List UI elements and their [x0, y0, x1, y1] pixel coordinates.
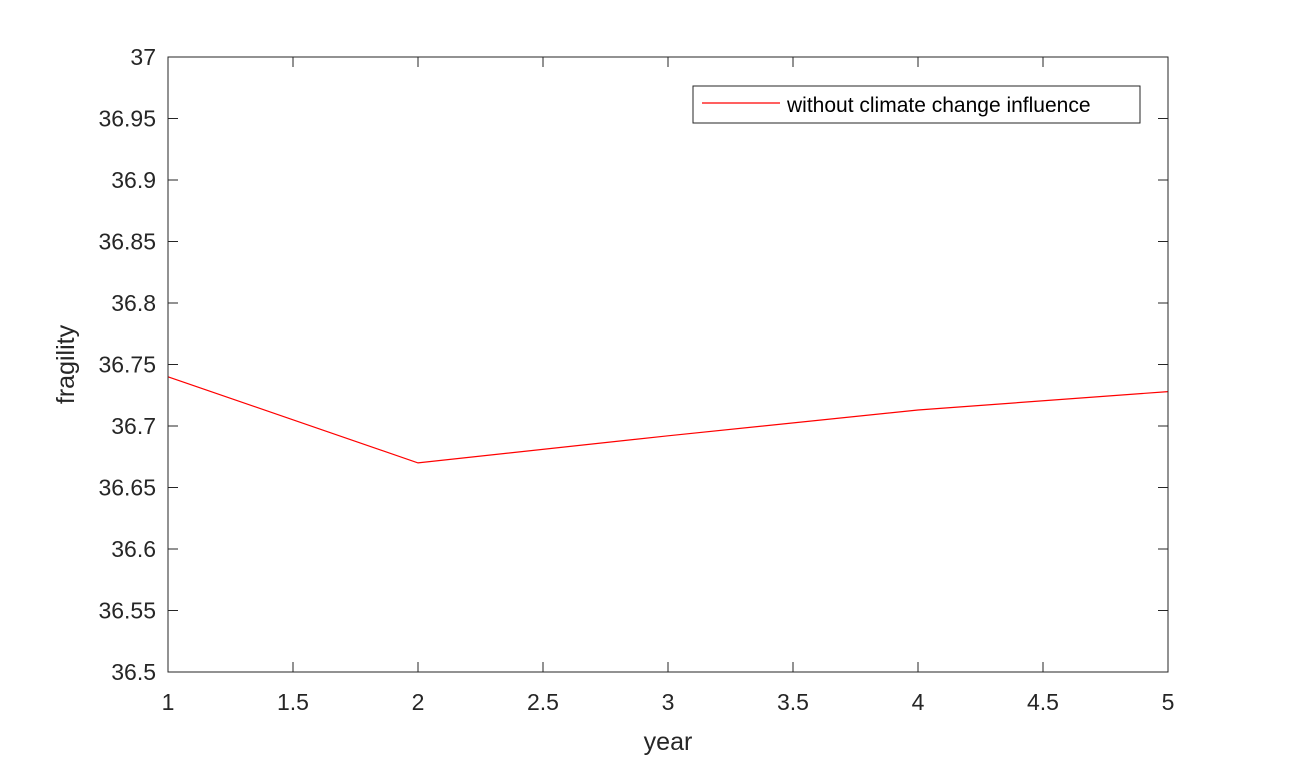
- y-tick-label: 36.95: [98, 106, 156, 132]
- x-tick-label: 3.5: [777, 689, 809, 715]
- x-tick-label: 5: [1162, 689, 1175, 715]
- plot-frame: [167, 56, 1169, 673]
- x-tick-label: 2: [412, 689, 425, 715]
- legend: without climate change influence: [692, 85, 1141, 124]
- x-tick-label: 1.5: [277, 689, 309, 715]
- x-tick-label: 4.5: [1027, 689, 1059, 715]
- y-tick-marks: [168, 56, 1168, 673]
- y-tick-label: 36.65: [98, 475, 156, 501]
- legend-entry-label: without climate change influence: [786, 94, 1091, 117]
- x-tick-label: 2.5: [527, 689, 559, 715]
- y-tick-label: 36.85: [98, 229, 156, 255]
- y-tick-label: 36.8: [111, 290, 156, 316]
- y-tick-label: 37: [130, 44, 156, 70]
- y-tick-label: 36.9: [111, 167, 156, 193]
- y-tick-label: 36.5: [111, 659, 156, 685]
- series-line: [167, 376, 1169, 464]
- y-tick-label: 36.75: [98, 352, 156, 378]
- y-axis-label: fragility: [52, 324, 80, 404]
- y-tick-label: 36.7: [111, 413, 156, 439]
- x-tick-label: 1: [162, 689, 175, 715]
- x-axis-label: year: [644, 728, 693, 756]
- y-tick-labels: 36.5 36.55 36.6 36.65 36.7 36.75 36.8 36.85 36.9…: [98, 44, 156, 685]
- x-tick-marks: [167, 57, 1169, 672]
- x-tick-labels: 1 1.5 2 2.5 3 3.5 4 4.5 5: [162, 689, 1175, 715]
- x-tick-label: 3: [662, 689, 675, 715]
- y-tick-label: 36.6: [111, 536, 156, 562]
- legend-box: [692, 85, 1141, 124]
- series-layer: [167, 376, 1169, 464]
- y-tick-label: 36.55: [98, 598, 156, 624]
- x-tick-label: 4: [912, 689, 925, 715]
